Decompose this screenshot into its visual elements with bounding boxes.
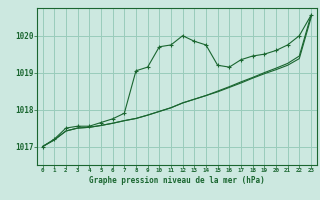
X-axis label: Graphe pression niveau de la mer (hPa): Graphe pression niveau de la mer (hPa) [89, 176, 265, 185]
